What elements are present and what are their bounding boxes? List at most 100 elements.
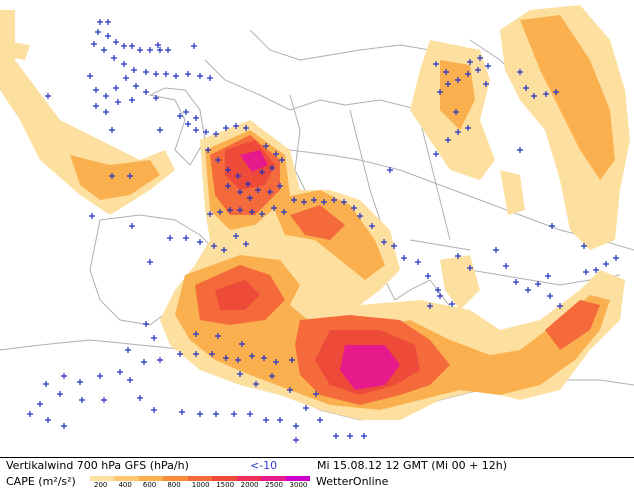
vertical-wind-marker	[513, 279, 519, 285]
vertical-wind-marker	[137, 395, 143, 401]
vertical-wind-marker	[163, 71, 169, 77]
cape-scale-swatch	[138, 476, 164, 481]
vertical-wind-marker	[273, 151, 279, 157]
vertical-wind-marker	[259, 169, 265, 175]
vertical-wind-marker	[61, 423, 67, 429]
vertical-wind-marker	[391, 243, 397, 249]
vertical-wind-marker	[455, 77, 461, 83]
vertical-wind-marker	[269, 373, 275, 379]
vertical-wind-marker	[387, 167, 393, 173]
vertical-wind-marker	[93, 103, 99, 109]
vertical-wind-marker	[225, 183, 231, 189]
vertical-wind-marker	[281, 209, 287, 215]
vertical-wind-marker	[271, 205, 277, 211]
vertical-wind-marker	[493, 247, 499, 253]
vertical-wind-marker	[301, 199, 307, 205]
vertical-wind-marker	[147, 259, 153, 265]
vertical-wind-marker	[547, 293, 553, 299]
vertical-wind-marker	[215, 333, 221, 339]
vertical-wind-marker	[111, 55, 117, 61]
caption-line-1: Vertikalwind 700 hPa GFS (hPa/h) <-10 Mi…	[0, 458, 634, 474]
vertical-wind-marker	[151, 335, 157, 341]
vertical-wind-marker	[401, 255, 407, 261]
vertical-wind-marker	[269, 165, 275, 171]
vertical-wind-marker	[311, 197, 317, 203]
vertical-wind-marker	[141, 359, 147, 365]
cape-scale-tick: 1000	[191, 481, 210, 489]
vertical-wind-marker	[213, 411, 219, 417]
vertical-wind-marker	[185, 121, 191, 127]
vertical-wind-marker	[183, 109, 189, 115]
cape-scale-tick: 200	[94, 481, 108, 489]
vertical-wind-marker	[45, 93, 51, 99]
vertical-wind-marker	[95, 29, 101, 35]
vertical-wind-marker	[261, 355, 267, 361]
vertical-wind-marker	[287, 387, 293, 393]
vertical-wind-marker	[255, 187, 261, 193]
vertical-wind-marker	[245, 181, 251, 187]
vertical-wind-marker	[225, 167, 231, 173]
cape-scale-swatch	[163, 476, 188, 481]
vertical-wind-marker	[237, 371, 243, 377]
vertical-wind-marker	[143, 89, 149, 95]
vertical-wind-marker	[369, 223, 375, 229]
vertical-wind-marker	[231, 411, 237, 417]
vertical-wind-marker	[213, 131, 219, 137]
vertical-wind-marker	[467, 59, 473, 65]
vertical-wind-marker	[263, 143, 269, 149]
vertical-wind-marker	[435, 287, 441, 293]
vertical-wind-marker	[177, 351, 183, 357]
vertical-wind-marker	[455, 129, 461, 135]
vertical-wind-marker	[553, 89, 559, 95]
vertical-wind-marker	[101, 397, 107, 403]
vertical-wind-marker	[105, 19, 111, 25]
vertical-wind-marker	[129, 43, 135, 49]
vertical-wind-marker	[233, 123, 239, 129]
vertical-wind-marker	[247, 195, 253, 201]
vertical-wind-marker	[77, 379, 83, 385]
vertical-wind-marker	[235, 357, 241, 363]
vertical-wind-marker	[517, 147, 523, 153]
vertical-wind-markers	[27, 19, 619, 443]
vertical-wind-marker	[37, 401, 43, 407]
vertical-wind-marker	[291, 197, 297, 203]
vertical-wind-marker	[103, 109, 109, 115]
vertical-wind-marker	[113, 39, 119, 45]
brand-logo-text: WetterOnline	[316, 475, 389, 488]
vertical-wind-marker	[361, 433, 367, 439]
vertical-wind-marker	[293, 423, 299, 429]
vertical-wind-marker	[277, 417, 283, 423]
vertical-wind-marker	[103, 93, 109, 99]
vertical-wind-marker	[277, 183, 283, 189]
vertical-wind-marker	[331, 197, 337, 203]
vertical-wind-marker	[427, 303, 433, 309]
cape-scale-swatch	[261, 476, 286, 481]
vertical-wind-marker	[535, 281, 541, 287]
cape-label: CAPE (m²/s²)	[6, 475, 76, 488]
vertical-wind-marker	[233, 233, 239, 239]
vertical-wind-marker	[87, 73, 93, 79]
vertical-wind-marker	[203, 129, 209, 135]
vertical-wind-marker	[455, 253, 461, 259]
vertical-wind-marker	[549, 223, 555, 229]
vertical-wind-marker	[475, 67, 481, 73]
vertical-wind-marker	[97, 373, 103, 379]
vertical-wind-marker	[237, 207, 243, 213]
vertical-wind-marker	[433, 61, 439, 67]
vertical-wind-title: Vertikalwind 700 hPa GFS (hPa/h)	[6, 459, 189, 472]
vertical-wind-marker	[425, 273, 431, 279]
vertical-wind-marker	[453, 109, 459, 115]
vertical-wind-marker	[137, 47, 143, 53]
cape-shading	[0, 5, 630, 420]
vertical-wind-marker	[467, 265, 473, 271]
vertical-wind-marker	[523, 85, 529, 91]
vertical-wind-marker	[543, 91, 549, 97]
vertical-wind-marker	[557, 303, 563, 309]
vertical-wind-marker	[173, 73, 179, 79]
vertical-wind-marker	[27, 411, 33, 417]
vertical-wind-marker	[503, 263, 509, 269]
caption-line-2: CAPE (m²/s²) 200 400 600 800 1000 1500 2000 250…	[0, 474, 634, 490]
vertical-wind-marker	[341, 199, 347, 205]
vertical-wind-marker	[79, 397, 85, 403]
vertical-wind-marker	[445, 81, 451, 87]
